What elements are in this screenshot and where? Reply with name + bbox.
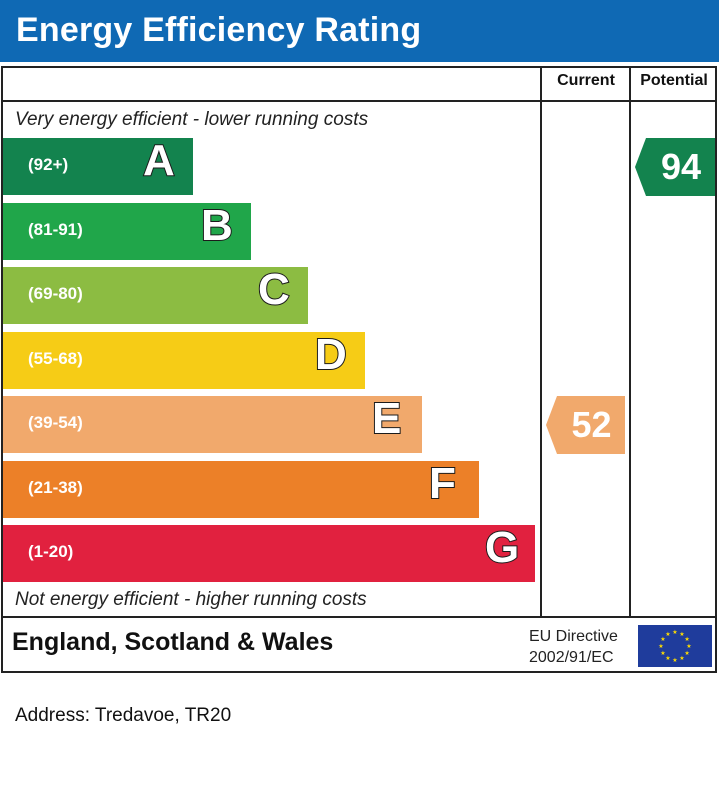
rating-band-range: (69-80) [28,284,83,303]
rating-band-range: (21-38) [28,478,83,497]
eu-star-icon: ★ [658,643,663,650]
eu-directive-line2: 2002/91/EC [529,649,614,666]
eu-star-icon: ★ [679,631,684,638]
rating-band-a: (92+) A [3,135,193,195]
rating-band-e: (39-54) E [3,393,422,453]
header-divider [1,100,717,102]
rating-band-g: (1-20) G [3,522,535,582]
eu-star-icon: ★ [679,655,684,662]
eu-star-icon: ★ [665,631,670,638]
rating-band-letter: E [371,393,402,444]
eu-star-icon: ★ [686,643,691,650]
rating-band-letter: B [200,200,234,251]
eu-star-icon: ★ [665,655,670,662]
current-column-divider [540,66,542,618]
potential-rating-arrow-value: 94 [660,146,702,187]
rating-band-d: (55-68) D [3,329,365,389]
rating-band-letter: F [428,458,457,509]
eu-directive-label: EU Directive 2002/91/EC [529,626,618,668]
rating-band-f: (21-38) F [3,458,479,518]
current-rating-arrow-value: 52 [571,404,612,445]
eu-flag-icon: ★ ★ ★ ★ ★ ★ ★ ★ ★ ★ ★ ★ [638,625,712,667]
eu-star-icon: ★ [660,650,665,657]
chart-title: Energy Efficiency Rating [16,11,422,49]
column-header-potential: Potential [640,72,708,89]
property-address: Address: Tredavoe, TR20 [15,705,232,726]
eu-star-icon: ★ [684,650,689,657]
current-rating-arrow: 52 [546,396,625,454]
rating-band-letter: C [257,264,291,315]
rating-band-letter: A [142,135,176,186]
rating-band-range: (81-91) [28,220,83,239]
rating-band-range: (39-54) [28,413,83,432]
caption-very-efficient: Very energy efficient - lower running co… [15,109,369,130]
rating-band-letter: D [314,329,348,380]
caption-not-efficient: Not energy efficient - higher running co… [15,589,367,610]
current-rating-arrow-shape [546,396,625,454]
eu-star-icon: ★ [660,636,665,643]
column-header-current: Current [557,72,615,89]
rating-band-range: (1-20) [28,542,74,561]
potential-rating-arrow: 94 [635,138,715,196]
rating-band-range: (92+) [28,155,69,174]
footer-divider [1,616,717,618]
potential-rating-arrow-shape [635,138,715,196]
eu-star-icon: ★ [684,636,689,643]
eu-star-icon: ★ [672,629,677,636]
region-label: England, Scotland & Wales [12,628,334,656]
eu-directive-line1: EU Directive [529,628,618,645]
rating-band-b: (81-91) B [3,200,251,260]
potential-column-divider [629,66,631,618]
eu-star-icon: ★ [672,657,677,664]
rating-band-range: (55-68) [28,349,83,368]
title-bar: Energy Efficiency Rating [0,0,719,62]
rating-band-letter: G [484,522,520,573]
rating-band-c: (69-80) C [3,264,308,324]
